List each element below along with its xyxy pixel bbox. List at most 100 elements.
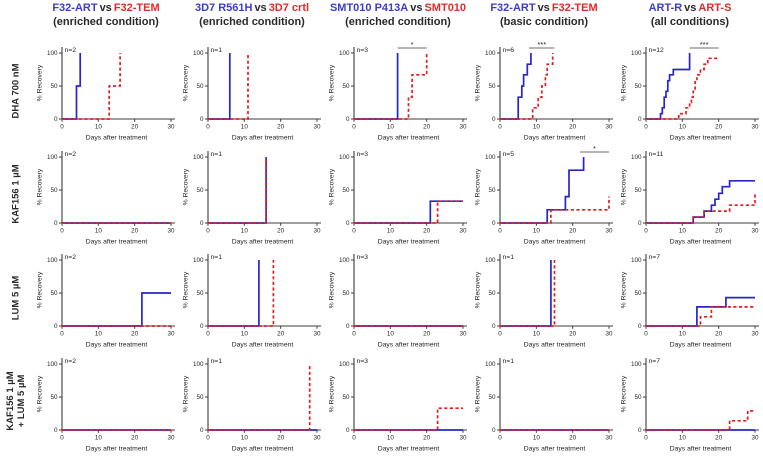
svg-text:100: 100: [47, 257, 58, 264]
column-comparison: F32-ART vs F32-TEM: [471, 2, 617, 16]
svg-text:20: 20: [715, 434, 723, 441]
svg-text:Days after treatment: Days after treatment: [232, 342, 294, 349]
svg-text:50: 50: [50, 187, 58, 194]
svg-text:100: 100: [339, 154, 350, 161]
svg-text:0: 0: [498, 227, 502, 234]
svg-text:10: 10: [679, 434, 687, 441]
svg-text:100: 100: [631, 50, 642, 57]
strain-a-label: 3D7 R561H: [194, 2, 253, 14]
svg-text:50: 50: [634, 83, 642, 90]
svg-text:10: 10: [241, 331, 249, 338]
recovery-plot-r2c3: 0 50 100 0 10 20 30 % Recovery Days after treatm…: [325, 143, 471, 247]
svg-text:100: 100: [485, 257, 496, 264]
svg-text:10: 10: [387, 434, 395, 441]
column-header-f32-basic: F32-ART vs F32-TEM (basic condition): [471, 0, 617, 39]
svg-text:n=3: n=3: [357, 358, 369, 365]
svg-text:100: 100: [339, 257, 350, 264]
svg-text:10: 10: [679, 331, 687, 338]
step-chart-svg: 0 50 100 0 10 20 30 % Recovery Days after treatm…: [621, 150, 759, 245]
row-label-kaf156: KAF156 1 µM: [0, 143, 33, 247]
svg-text:% Recovery: % Recovery: [37, 271, 44, 308]
svg-text:0: 0: [644, 227, 648, 234]
strain-a-label: F32-ART: [490, 2, 536, 14]
column-comparison: 3D7 R561H vs 3D7 crtl: [179, 2, 325, 16]
svg-text:10: 10: [241, 434, 249, 441]
svg-text:Days after treatment: Days after treatment: [670, 445, 732, 452]
strain-a-label: ART-R: [648, 2, 683, 14]
svg-text:% Recovery: % Recovery: [183, 271, 190, 308]
step-chart-svg: 0 50 100 0 10 20 30 % Recovery Days after treatm…: [329, 40, 467, 142]
svg-text:n=1: n=1: [503, 254, 515, 261]
svg-text:Days after treatment: Days after treatment: [524, 238, 586, 245]
svg-text:50: 50: [488, 290, 496, 297]
svg-text:20: 20: [423, 227, 431, 234]
svg-text:20: 20: [277, 331, 285, 338]
svg-text:30: 30: [751, 434, 759, 441]
svg-text:10: 10: [95, 331, 103, 338]
svg-text:20: 20: [131, 227, 139, 234]
svg-text:0: 0: [200, 116, 204, 123]
svg-text:100: 100: [193, 257, 204, 264]
svg-text:30: 30: [313, 227, 321, 234]
step-chart-svg: 0 50 100 0 10 20 30 % Recovery Days after treatm…: [329, 357, 467, 452]
svg-text:% Recovery: % Recovery: [37, 64, 44, 101]
recovery-plot-r3c4: 0 50 100 0 10 20 30 % Recovery Days after treatm…: [471, 246, 617, 350]
svg-text:n=2: n=2: [65, 151, 77, 158]
vs-label: vs: [99, 2, 112, 14]
svg-text:% Recovery: % Recovery: [475, 375, 482, 412]
svg-text:30: 30: [167, 331, 175, 338]
svg-text:20: 20: [131, 331, 139, 338]
svg-text:0: 0: [492, 323, 496, 330]
svg-text:Days after treatment: Days after treatment: [86, 238, 148, 245]
svg-text:Days after treatment: Days after treatment: [232, 238, 294, 245]
svg-text:0: 0: [352, 331, 356, 338]
svg-text:30: 30: [459, 124, 467, 131]
svg-text:100: 100: [193, 361, 204, 368]
svg-text:50: 50: [342, 290, 350, 297]
svg-text:20: 20: [423, 124, 431, 131]
column-comparison: ART-R vs ART-S: [617, 2, 763, 16]
svg-text:n=2: n=2: [65, 254, 77, 261]
step-chart-svg: 0 50 100 0 10 20 30 % Recovery Days after treatm…: [475, 357, 613, 452]
svg-text:Days after treatment: Days after treatment: [524, 342, 586, 349]
svg-text:30: 30: [313, 124, 321, 131]
svg-text:Days after treatment: Days after treatment: [670, 342, 732, 349]
svg-text:n=1: n=1: [211, 151, 223, 158]
svg-text:100: 100: [631, 361, 642, 368]
step-chart-svg: 0 50 100 0 10 20 30 % Recovery Days after treatm…: [475, 254, 613, 349]
svg-text:0: 0: [492, 427, 496, 434]
svg-text:50: 50: [196, 187, 204, 194]
recovery-plot-r2c5: 0 50 100 0 10 20 30 % Recovery Days after treatm…: [617, 143, 763, 247]
step-chart-svg: 0 50 100 0 10 20 30 % Recovery Days after treatm…: [475, 144, 613, 245]
svg-text:30: 30: [459, 227, 467, 234]
svg-text:20: 20: [423, 434, 431, 441]
recovery-plot-r4c3: 0 50 100 0 10 20 30 % Recovery Days after treatm…: [325, 350, 471, 454]
svg-text:% Recovery: % Recovery: [183, 375, 190, 412]
svg-text:n=7: n=7: [649, 254, 661, 261]
svg-text:0: 0: [60, 331, 64, 338]
svg-text:% Recovery: % Recovery: [475, 271, 482, 308]
svg-text:10: 10: [533, 227, 541, 234]
strain-a-label: F32-ART: [52, 2, 98, 14]
svg-text:20: 20: [715, 331, 723, 338]
column-condition: (enriched condition): [53, 15, 159, 28]
svg-text:% Recovery: % Recovery: [621, 168, 628, 205]
svg-text:% Recovery: % Recovery: [621, 271, 628, 308]
svg-text:20: 20: [569, 227, 577, 234]
svg-text:30: 30: [605, 124, 613, 131]
row-label-text: LUM 5 µM: [10, 275, 22, 321]
svg-text:20: 20: [131, 124, 139, 131]
column-header-artr-arts: ART-R vs ART-S (all conditions): [617, 0, 763, 39]
svg-text:30: 30: [751, 227, 759, 234]
column-condition: (enriched condition): [199, 15, 305, 28]
column-condition: (enriched condition): [345, 15, 451, 28]
column-header-3d7-enriched: 3D7 R561H vs 3D7 crtl (enriched condition): [179, 0, 325, 39]
svg-text:10: 10: [533, 434, 541, 441]
svg-text:50: 50: [488, 83, 496, 90]
svg-text:10: 10: [387, 227, 395, 234]
column-comparison: SMT010 P413A vs SMT010: [325, 2, 471, 16]
svg-text:50: 50: [488, 394, 496, 401]
svg-text:50: 50: [50, 290, 58, 297]
svg-text:50: 50: [634, 394, 642, 401]
step-chart-svg: 0 50 100 0 10 20 30 % Recovery Days after treatm…: [329, 254, 467, 349]
